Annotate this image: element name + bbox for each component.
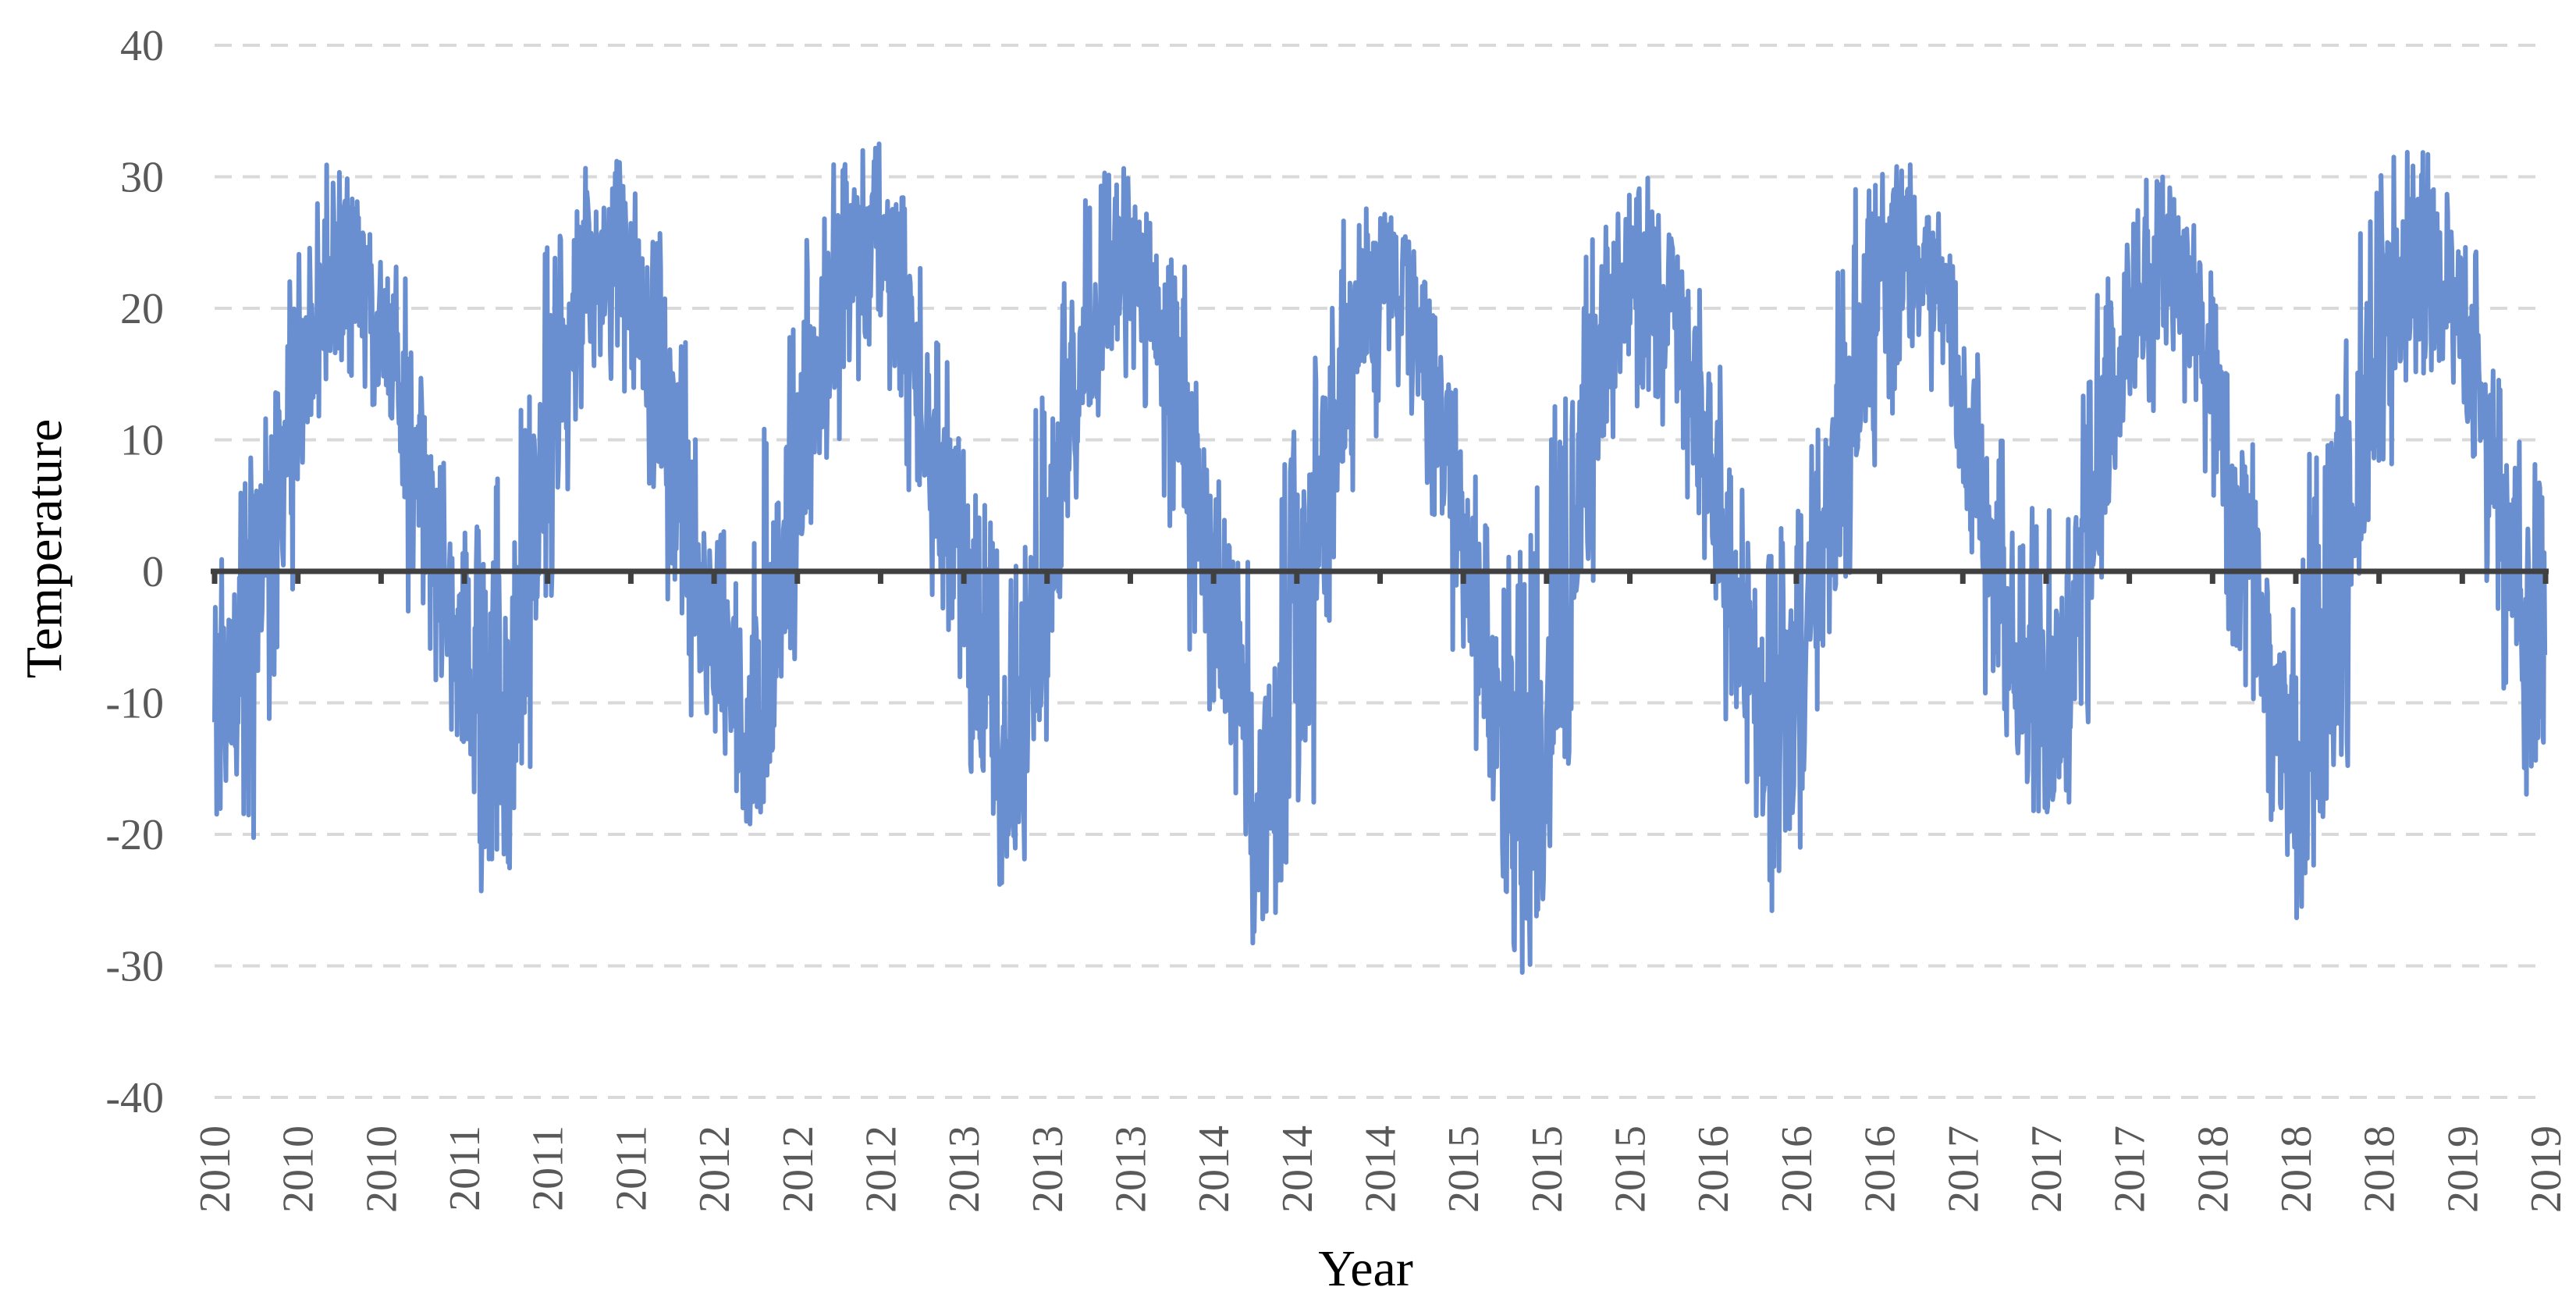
y-tick-label: -30 (105, 943, 164, 991)
x-tick-labels: 2010 2010 2010 2011 2011 2011 2012 2012 2012 2013… (191, 1125, 2571, 1213)
x-tick-label: 2018 (2356, 1125, 2404, 1213)
x-tick-label: 2010 (275, 1125, 323, 1213)
x-tick-label: 2018 (2189, 1125, 2237, 1213)
x-tick-label: 2016 (1856, 1125, 1905, 1213)
y-tick-label: 10 (120, 417, 164, 465)
x-tick-label: 2013 (1024, 1125, 1072, 1213)
y-tick-label: -20 (105, 811, 164, 859)
x-axis-title: Year (1318, 1240, 1413, 1297)
zero-axis (211, 568, 2549, 584)
x-tick-label: 2014 (1274, 1125, 1322, 1213)
x-tick-label: 2014 (1357, 1125, 1405, 1213)
x-tick-label: 2010 (191, 1125, 240, 1213)
x-tick-label: 2015 (1440, 1125, 1488, 1213)
x-tick-label: 2011 (607, 1125, 656, 1211)
x-tick-label: 2012 (857, 1125, 905, 1213)
x-tick-label: 2017 (2023, 1125, 2071, 1213)
y-tick-labels: 40 30 20 10 0 -10 -20 -30 -40 (105, 22, 164, 1122)
y-tick-label: 40 (120, 22, 164, 70)
x-tick-label: 2013 (1107, 1125, 1156, 1213)
x-tick-label: 2019 (2439, 1125, 2487, 1213)
y-tick-label: -40 (105, 1074, 164, 1122)
x-tick-label: 2015 (1607, 1125, 1655, 1213)
x-tick-label: 2010 (357, 1125, 406, 1213)
y-tick-label: -10 (105, 680, 164, 728)
x-tick-label: 2018 (2272, 1125, 2321, 1213)
x-tick-label: 2011 (441, 1125, 489, 1211)
x-tick-label: 2019 (2522, 1125, 2571, 1213)
series-lines (212, 141, 2548, 975)
x-tick-label: 2013 (940, 1125, 989, 1213)
x-tick-label: 2012 (774, 1125, 823, 1213)
x-tick-label: 2011 (524, 1125, 573, 1211)
grid-lines (215, 44, 2546, 1099)
y-tick-label: 0 (142, 548, 164, 596)
y-axis-title: Temperature (16, 418, 73, 679)
x-tick-label: 2014 (1190, 1125, 1238, 1213)
x-tick-label: 2017 (1939, 1125, 1988, 1213)
x-tick-label: 2012 (691, 1125, 739, 1213)
y-axis-title-wrap: Temperature (9, 0, 80, 1097)
temperature-series-line (212, 141, 2548, 975)
y-tick-label: 30 (120, 154, 164, 202)
x-tick-label: 2016 (1690, 1125, 1738, 1213)
x-tick-label: 2017 (2106, 1125, 2155, 1213)
x-tick-label: 2015 (1523, 1125, 1572, 1213)
x-tick-label: 2016 (1773, 1125, 1821, 1213)
y-tick-label: 20 (120, 285, 164, 333)
